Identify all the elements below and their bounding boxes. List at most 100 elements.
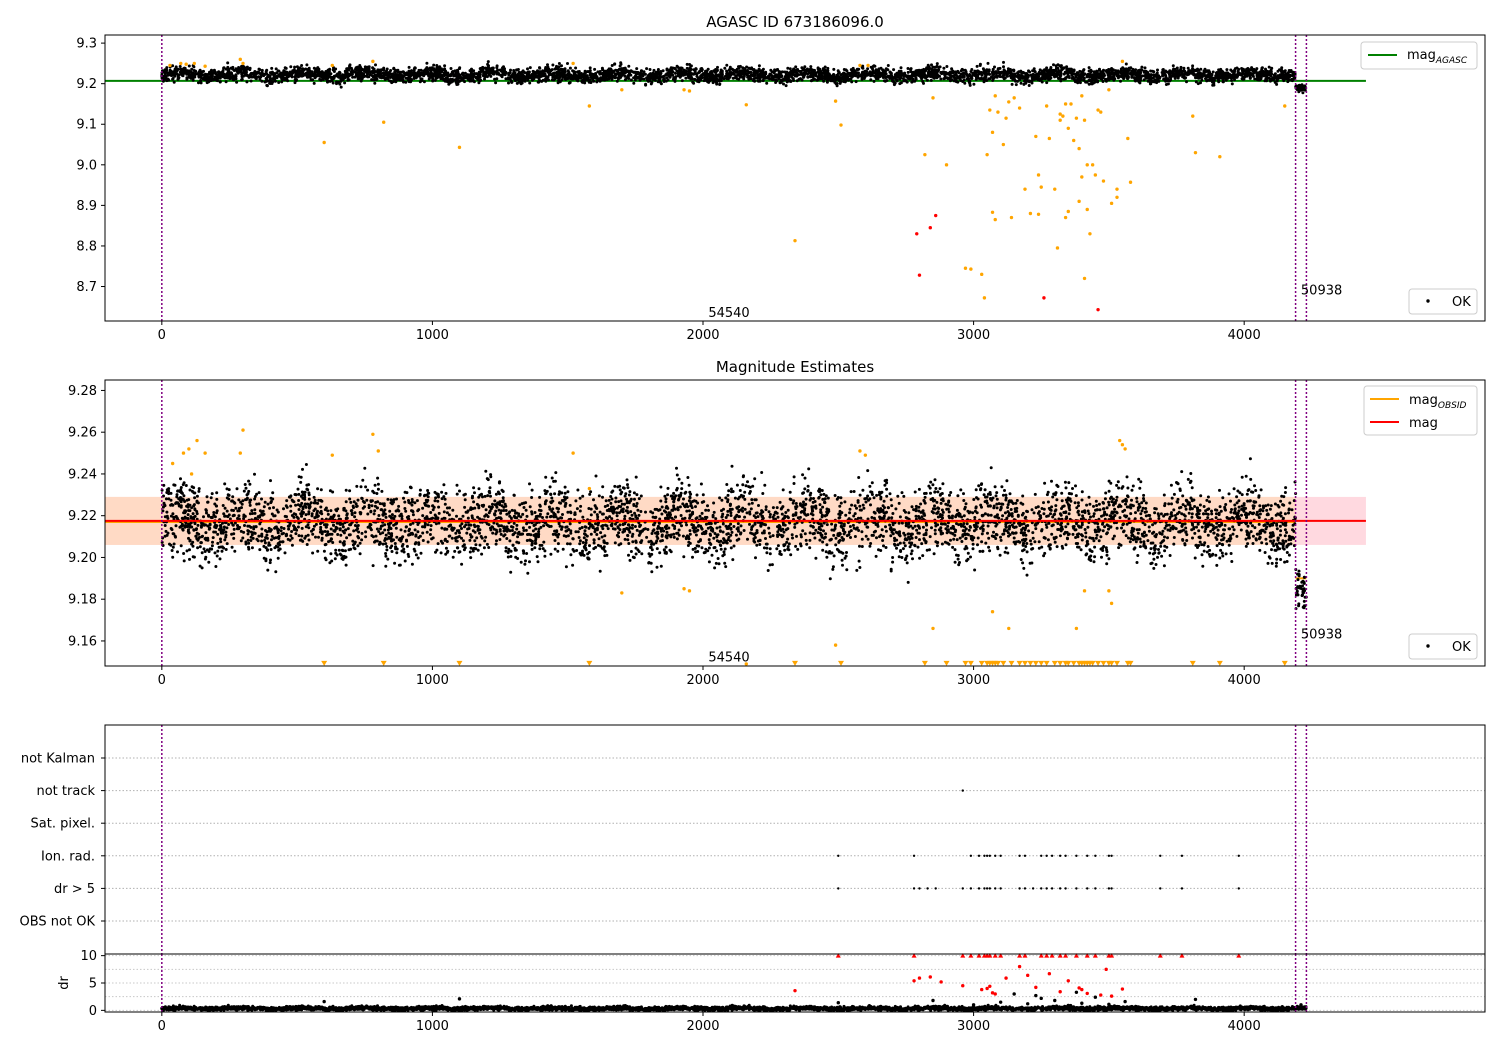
ok-point [226, 65, 230, 69]
outlier-point [203, 64, 207, 68]
ok-point [463, 80, 466, 84]
ok-point [334, 67, 338, 71]
ok-point [306, 68, 309, 71]
outlier-point [322, 140, 326, 145]
ok-point [794, 65, 798, 69]
ok-point [474, 75, 478, 79]
ok-point [314, 68, 318, 72]
ok-point [195, 72, 199, 76]
ok-point [1288, 70, 1292, 74]
ok-point [363, 67, 367, 71]
ok-point [906, 67, 910, 70]
ok-point [757, 64, 761, 68]
ok-point [863, 69, 867, 73]
outlier-point [1283, 104, 1287, 108]
ok-point [989, 513, 993, 517]
ok-point [185, 76, 189, 80]
ok-point [295, 78, 298, 81]
ok-point [836, 69, 840, 73]
ok-point [816, 66, 820, 70]
ok-point [786, 66, 790, 70]
ok-point [1246, 67, 1250, 70]
ok-point [1151, 80, 1155, 83]
ok-point [730, 464, 734, 468]
outlier-point [1036, 173, 1041, 177]
ok-point [619, 61, 623, 65]
ok-point [338, 82, 342, 86]
ok-point [765, 81, 769, 85]
ok-point [1062, 72, 1066, 76]
flagged-point [928, 225, 932, 230]
ok-point [918, 73, 921, 77]
ok-point [226, 61, 230, 65]
ok-point [485, 75, 489, 79]
ok-point [1025, 78, 1029, 82]
ok-point [1123, 73, 1127, 77]
ok-point [902, 79, 906, 83]
ok-point [1124, 62, 1128, 66]
ok-point [693, 72, 697, 75]
ok-point [644, 82, 648, 86]
ok-point [413, 66, 417, 70]
ok-point [704, 76, 708, 80]
ok-point [927, 68, 931, 71]
flagged-point [1096, 307, 1100, 312]
ok-point [268, 82, 272, 85]
ok-point [817, 69, 821, 73]
ok-point [724, 565, 728, 569]
ok-point [1084, 531, 1088, 535]
ok-point [713, 79, 717, 82]
ok-point [576, 70, 580, 74]
ok-point [777, 75, 781, 79]
ok-point [939, 77, 943, 81]
ok-point [186, 72, 190, 75]
ok-point [285, 76, 289, 80]
ok-point [743, 69, 747, 73]
outlier-point [1080, 94, 1084, 98]
ok-point [618, 64, 622, 68]
ok-point [533, 70, 537, 74]
outlier-point [1120, 59, 1125, 64]
ok-point [274, 67, 278, 71]
ok-point [1096, 80, 1100, 84]
ok-point [751, 73, 755, 77]
ok-point [943, 75, 947, 79]
ok-point [249, 75, 253, 79]
ok-point [1031, 72, 1035, 76]
ok-point [393, 70, 397, 74]
outlier-point [1039, 185, 1043, 189]
ok-point [1171, 69, 1175, 73]
ok-point [604, 71, 608, 75]
ok-point [982, 79, 986, 83]
ok-point [448, 78, 452, 82]
ok-point [1273, 72, 1277, 76]
ok-point [782, 78, 786, 82]
ok-point [466, 78, 470, 81]
ok-point [633, 78, 637, 82]
ok-point [795, 71, 799, 75]
outlier-point [985, 152, 989, 157]
panel-agasc-legend-lines: magAGASC [1360, 41, 1478, 70]
outlier-point [1074, 116, 1079, 120]
ok-point [176, 67, 180, 71]
ok-point [458, 66, 462, 70]
ok-point [434, 71, 438, 75]
ok-point [1263, 73, 1267, 77]
ok-point [359, 65, 363, 69]
ok-point [193, 69, 197, 73]
ok-point [884, 76, 888, 80]
ok-point [209, 73, 213, 77]
ok-point [479, 66, 483, 70]
ok-point [1162, 72, 1166, 76]
ok-point [425, 66, 429, 70]
ok-point [999, 538, 1003, 542]
outlier-point [1126, 136, 1130, 141]
ok-point [515, 68, 519, 72]
y-tick-label: 9.1 [76, 118, 97, 133]
ok-point [802, 75, 805, 79]
ok-point [795, 74, 799, 78]
ok-point [395, 78, 399, 82]
ok-point [405, 76, 409, 80]
outlier-point [179, 61, 183, 66]
ok-point [477, 71, 481, 75]
